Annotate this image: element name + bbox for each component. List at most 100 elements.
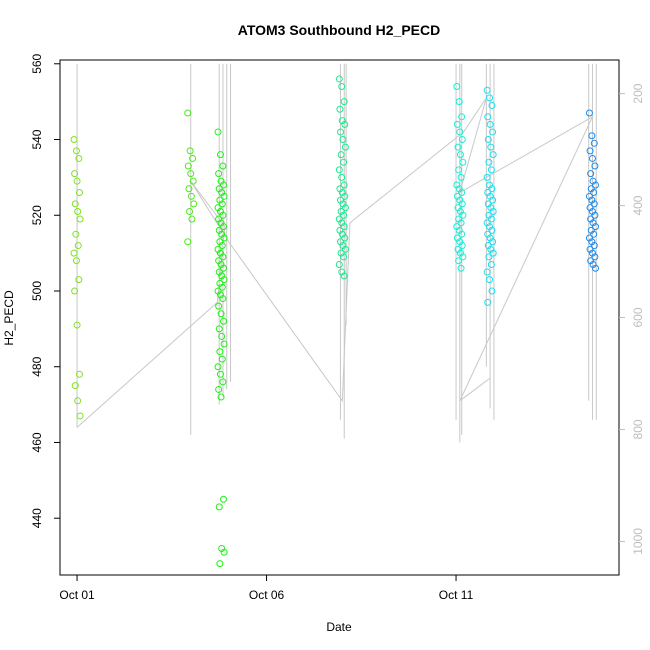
data-point xyxy=(458,136,466,144)
data-point xyxy=(592,223,600,231)
data-point xyxy=(489,196,497,204)
right-tick-label: 1000 xyxy=(631,528,645,555)
data-point xyxy=(587,257,595,265)
data-point xyxy=(217,177,225,185)
data-point xyxy=(72,257,80,265)
data-point xyxy=(588,249,596,257)
data-point xyxy=(216,279,224,287)
data-point xyxy=(337,151,345,159)
data-point xyxy=(215,302,223,310)
data-point xyxy=(215,325,223,333)
data-point xyxy=(588,132,596,140)
data-point xyxy=(184,238,192,246)
data-point xyxy=(485,211,493,219)
data-point xyxy=(338,219,346,227)
data-point xyxy=(453,120,461,128)
data-point xyxy=(215,257,223,265)
data-point xyxy=(219,495,227,503)
data-point xyxy=(216,151,224,159)
data-point xyxy=(75,370,83,378)
data-point xyxy=(485,158,493,166)
data-point xyxy=(458,113,466,121)
data-point xyxy=(216,196,224,204)
data-point xyxy=(340,223,348,231)
data-point xyxy=(70,249,78,257)
data-point xyxy=(453,234,461,242)
data-point xyxy=(586,245,594,253)
data-point xyxy=(76,215,84,223)
data-point xyxy=(585,192,593,200)
data-point xyxy=(489,249,497,257)
data-point xyxy=(220,548,228,556)
data-point xyxy=(486,94,494,102)
data-point xyxy=(588,238,596,246)
data-point xyxy=(455,257,463,265)
data-point xyxy=(74,242,82,250)
data-point xyxy=(215,385,223,393)
data-point xyxy=(483,219,491,227)
data-point xyxy=(453,223,461,231)
data-point xyxy=(338,117,346,125)
y-tick-label: 560 xyxy=(30,53,44,73)
data-point xyxy=(456,128,464,136)
data-point xyxy=(457,264,465,272)
data-point xyxy=(217,310,225,318)
data-point xyxy=(218,332,226,340)
right-tick-label: 400 xyxy=(631,195,645,215)
data-point xyxy=(485,253,493,261)
data-point xyxy=(216,207,224,215)
data-point xyxy=(592,264,600,272)
data-point xyxy=(586,204,594,212)
data-point xyxy=(215,170,223,178)
data-point xyxy=(486,120,494,128)
data-point xyxy=(590,200,598,208)
data-point xyxy=(587,185,595,193)
data-point xyxy=(459,158,467,166)
plot-frame xyxy=(59,59,620,576)
data-point xyxy=(75,189,83,197)
data-point xyxy=(215,503,223,511)
data-point xyxy=(74,207,82,215)
data-point xyxy=(336,226,344,234)
x-tick-label: Oct 06 xyxy=(249,588,285,602)
data-point xyxy=(220,192,228,200)
plot-area: Oct 01 Oct 06 Oct 11 440 460 480 500 520 540 560 2… xyxy=(30,53,645,602)
data-point xyxy=(219,378,227,386)
data-point xyxy=(341,143,349,151)
data-point xyxy=(456,249,464,257)
data-point xyxy=(453,83,461,91)
data-point xyxy=(589,177,597,185)
data-point xyxy=(489,151,497,159)
data-point xyxy=(488,287,496,295)
data-point xyxy=(591,211,599,219)
data-point xyxy=(590,242,598,250)
data-point xyxy=(71,382,79,390)
data-point xyxy=(453,192,461,200)
data-point xyxy=(71,170,79,178)
data-point xyxy=(586,147,594,155)
data-point xyxy=(585,234,593,242)
data-point xyxy=(484,298,492,306)
data-point xyxy=(340,272,348,280)
data-point xyxy=(455,215,463,223)
chart-title: ATOM3 Southbound H2_PECD xyxy=(238,22,440,38)
data-point xyxy=(217,393,225,401)
data-point xyxy=(187,192,195,200)
data-point xyxy=(590,139,598,147)
data-point xyxy=(484,189,492,197)
data-point xyxy=(487,166,495,174)
data-point xyxy=(457,173,465,181)
data-point xyxy=(218,242,226,250)
data-point xyxy=(587,226,595,234)
right-tick-label: 800 xyxy=(631,419,645,439)
data-point xyxy=(484,230,492,238)
data-point xyxy=(218,200,226,208)
data-point xyxy=(185,185,193,193)
data-point xyxy=(340,98,348,106)
data-point xyxy=(486,234,494,242)
data-point xyxy=(457,219,465,227)
data-point xyxy=(214,128,222,136)
data-point xyxy=(338,173,346,181)
data-point xyxy=(188,215,196,223)
